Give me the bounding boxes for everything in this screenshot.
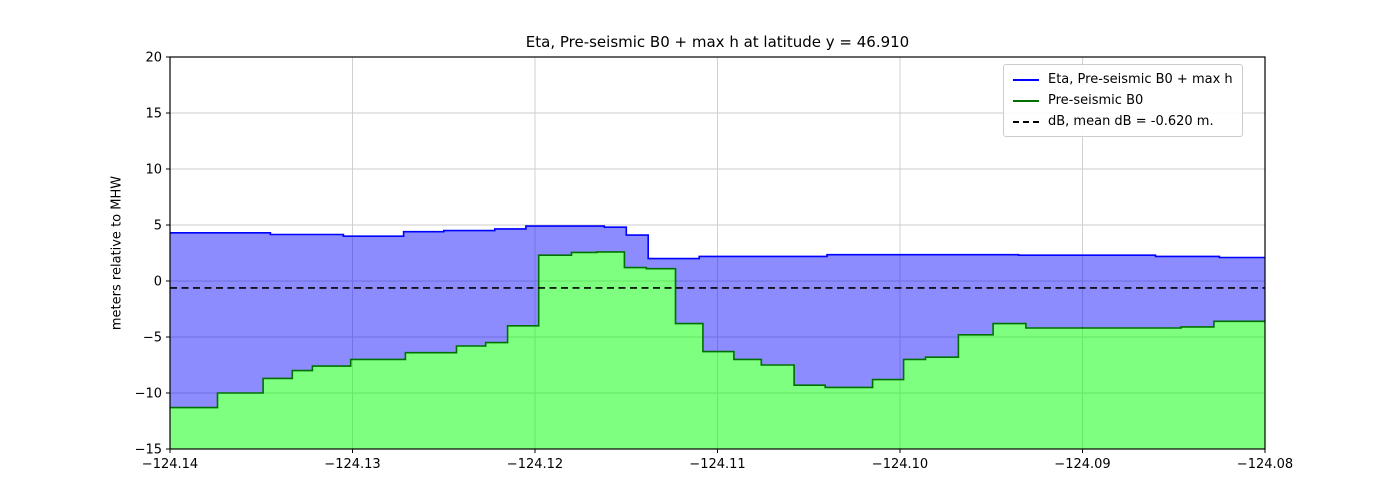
eta-fill	[170, 226, 1265, 408]
x-tick-label: −124.11	[689, 457, 745, 472]
x-tick-label: −124.12	[507, 457, 563, 472]
legend-label: Pre-seismic B0	[1048, 93, 1144, 108]
legend-line-sample	[1013, 78, 1039, 81]
y-tick-label: 5	[154, 219, 162, 234]
y-tick-label: 10	[145, 163, 162, 178]
chart-title: Eta, Pre-seismic B0 + max h at latitude …	[525, 33, 910, 51]
y-tick-label: 20	[145, 51, 162, 66]
legend-label: Eta, Pre-seismic B0 + max h	[1048, 72, 1233, 87]
legend-label: dB, mean dB = -0.620 m.	[1048, 114, 1214, 129]
x-tick-label: −124.10	[872, 457, 928, 472]
legend-entry: Eta, Pre-seismic B0 + max h	[1013, 72, 1233, 87]
x-tick-label: −124.09	[1054, 457, 1110, 472]
legend-entry: dB, mean dB = -0.620 m.	[1013, 114, 1233, 129]
y-tick-label: −15	[135, 443, 162, 458]
y-tick-label: 15	[145, 107, 162, 122]
eta-line	[170, 225, 1265, 260]
legend-line-sample	[1013, 99, 1039, 102]
y-tick-label: 0	[154, 275, 162, 290]
y-tick-label: −5	[143, 331, 162, 346]
preseismic-b0-line	[170, 251, 1265, 409]
legend: Eta, Pre-seismic B0 + max h Pre-seismic B…	[1003, 64, 1243, 137]
legend-entry: Pre-seismic B0	[1013, 93, 1233, 108]
x-tick-label: −124.08	[1237, 457, 1293, 472]
x-tick-label: −124.13	[324, 457, 380, 472]
x-tick-label: −124.14	[142, 457, 198, 472]
y-tick-label: −10	[135, 387, 162, 402]
preseismic-b0-fill	[170, 251, 1265, 449]
legend-dashed-line-sample	[1013, 120, 1039, 123]
